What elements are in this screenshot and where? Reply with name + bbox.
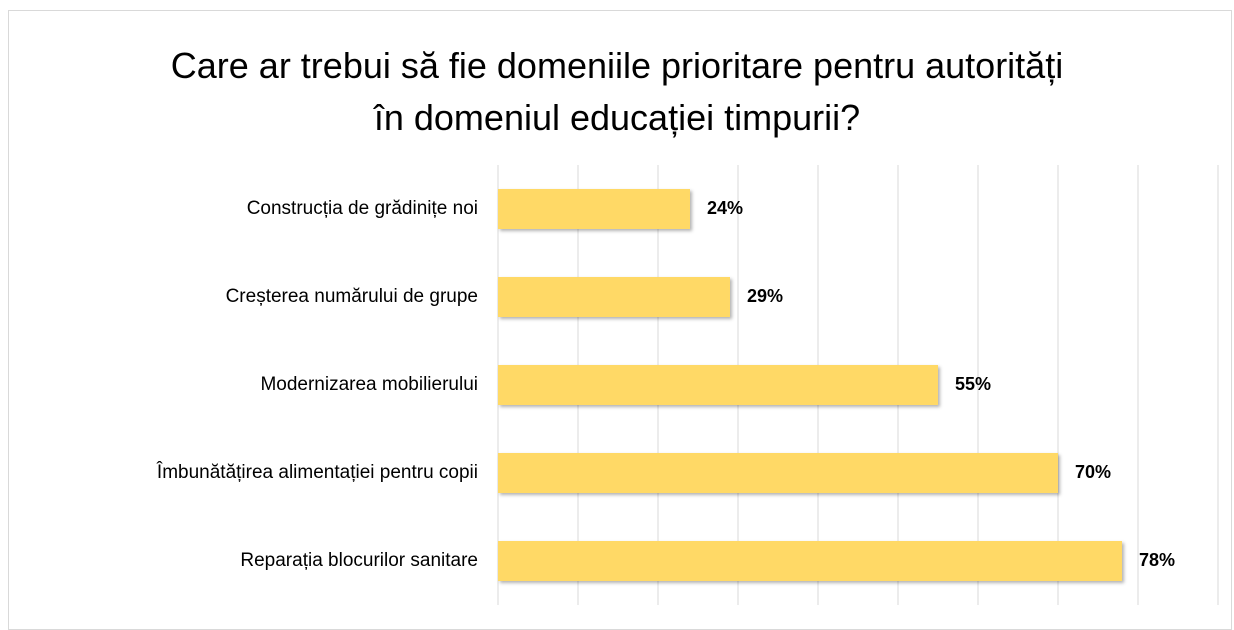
- bar: [498, 541, 1122, 581]
- y-tick-label: Construcția de grădinițe noi: [247, 198, 478, 219]
- bar: [498, 365, 938, 405]
- y-tick-label: Creșterea numărului de grupe: [226, 286, 478, 307]
- value-label: 70%: [1075, 462, 1111, 482]
- bar: [498, 453, 1058, 493]
- y-tick-label: Modernizarea mobilierului: [260, 374, 478, 395]
- chart-title: Care ar trebui să fie domeniile priorita…: [170, 45, 1064, 138]
- value-label: 24%: [707, 198, 743, 218]
- bar: [498, 189, 690, 229]
- value-label: 29%: [747, 286, 783, 306]
- y-tick-label: Îmbunătățirea alimentației pentru copii: [156, 461, 478, 483]
- y-tick-label: Reparația blocurilor sanitare: [240, 550, 478, 571]
- value-label: 55%: [955, 374, 991, 394]
- value-label: 78%: [1139, 550, 1175, 570]
- bar: [498, 277, 730, 317]
